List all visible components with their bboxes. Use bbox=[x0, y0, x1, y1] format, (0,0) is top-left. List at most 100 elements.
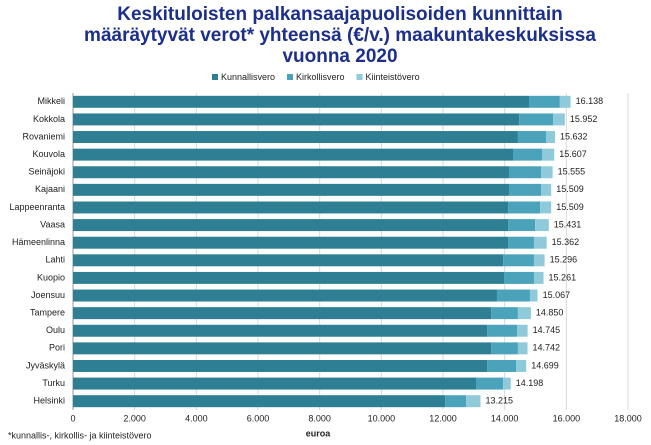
bar-segment bbox=[504, 271, 534, 284]
bar-segment bbox=[496, 289, 530, 302]
legend-label: Kirkollisvero bbox=[296, 72, 345, 82]
bar-segment bbox=[508, 201, 541, 214]
y-tick-label: Vaasa bbox=[40, 219, 65, 229]
bar-segment bbox=[508, 166, 542, 179]
x-tick-label: 2.000 bbox=[123, 413, 146, 423]
y-tick-label: Kuopio bbox=[37, 272, 65, 282]
total-label: 15.362 bbox=[552, 237, 580, 247]
bar-segment bbox=[73, 236, 509, 249]
bar-segment bbox=[73, 377, 476, 390]
bar-segment bbox=[491, 342, 518, 355]
y-tick-label: Kokkola bbox=[33, 114, 65, 124]
total-label: 15.261 bbox=[549, 272, 577, 282]
legend-swatch bbox=[356, 74, 363, 80]
x-tick-label: 14.000 bbox=[491, 413, 519, 423]
bar-segment bbox=[487, 359, 517, 372]
total-label: 15.952 bbox=[570, 114, 598, 124]
total-label: 15.632 bbox=[560, 131, 588, 141]
bar-segment bbox=[491, 307, 518, 320]
bar-segment bbox=[508, 219, 536, 232]
bar-segment bbox=[559, 95, 571, 108]
bar-segment bbox=[519, 113, 554, 126]
total-label: 16.138 bbox=[576, 96, 604, 106]
y-tick-label: Lahti bbox=[45, 255, 65, 265]
bar-segment bbox=[73, 395, 446, 408]
bar-segment bbox=[517, 342, 528, 355]
x-tick-label: 8.000 bbox=[308, 413, 331, 423]
bar-segment bbox=[73, 271, 505, 284]
x-tick-label: 0 bbox=[70, 413, 75, 423]
bar-segment bbox=[508, 183, 542, 196]
y-tick-label: Helsinki bbox=[33, 396, 65, 406]
bar-segment bbox=[535, 219, 549, 232]
bar-segment bbox=[466, 395, 481, 408]
chart-title: määräytyvät verot* yhteensä (€/v.) maaku… bbox=[84, 25, 596, 46]
chart-title: Keskituloisten palkansaajapuolisoiden ku… bbox=[117, 4, 563, 25]
total-label: 15.555 bbox=[558, 167, 586, 177]
y-tick-label: Oulu bbox=[46, 325, 65, 335]
bar-segment bbox=[73, 254, 504, 267]
bar-segment bbox=[73, 219, 509, 232]
total-label: 14.742 bbox=[533, 343, 561, 353]
bar-segment bbox=[503, 254, 534, 267]
bar-segment bbox=[73, 148, 513, 161]
total-label: 14.850 bbox=[536, 308, 564, 318]
y-tick-label: Turku bbox=[42, 378, 65, 388]
y-tick-label: Jyväskylä bbox=[26, 360, 65, 370]
legend-label: Kunnallisvero bbox=[221, 72, 275, 82]
y-tick-label: Seinäjoki bbox=[28, 167, 65, 177]
y-tick-label: Hämeenlinna bbox=[12, 237, 65, 247]
bar-segment bbox=[541, 183, 552, 196]
bar-segment bbox=[73, 307, 492, 320]
bar-segment bbox=[512, 148, 542, 161]
footnote: *kunnallis-, kirkollis- ja kiinteistöver… bbox=[8, 430, 152, 440]
bar-segment bbox=[73, 183, 509, 196]
y-tick-label: Rovaniemi bbox=[22, 131, 65, 141]
y-tick-label: Tampere bbox=[30, 308, 65, 318]
bar-segment bbox=[517, 131, 546, 144]
bar-segment bbox=[73, 131, 518, 144]
x-tick-label: 10.000 bbox=[368, 413, 396, 423]
total-label: 15.067 bbox=[543, 290, 571, 300]
total-label: 13.215 bbox=[485, 396, 513, 406]
total-label: 14.198 bbox=[516, 378, 544, 388]
x-axis-label: euroa bbox=[306, 428, 332, 438]
bar-segment bbox=[529, 289, 538, 302]
y-tick-label: Mikkeli bbox=[37, 96, 65, 106]
bar-segment bbox=[503, 377, 511, 390]
bar-segment bbox=[73, 324, 488, 337]
bar-segment bbox=[508, 236, 534, 249]
legend-label: Kiinteistövero bbox=[366, 72, 420, 82]
total-label: 15.296 bbox=[550, 255, 578, 265]
bar-segment bbox=[73, 166, 509, 179]
bar-segment bbox=[529, 95, 560, 108]
y-tick-label: Lappeenranta bbox=[9, 202, 65, 212]
x-tick-label: 6.000 bbox=[247, 413, 270, 423]
x-tick-label: 12.000 bbox=[429, 413, 457, 423]
total-label: 15.431 bbox=[554, 219, 582, 229]
bar-segment bbox=[73, 95, 530, 108]
total-label: 15.509 bbox=[556, 202, 584, 212]
bar-segment bbox=[73, 342, 492, 355]
total-label: 14.699 bbox=[531, 360, 559, 370]
x-tick-label: 18.000 bbox=[614, 413, 642, 423]
y-tick-label: Joensuu bbox=[31, 290, 65, 300]
bar-segment bbox=[541, 166, 553, 179]
y-tick-label: Kouvola bbox=[32, 149, 65, 159]
y-tick-label: Pori bbox=[49, 343, 65, 353]
bar-segment bbox=[73, 359, 488, 372]
bar-segment bbox=[533, 271, 544, 284]
chart-title: vuonna 2020 bbox=[282, 46, 397, 67]
bar-segment bbox=[73, 289, 497, 302]
bar-segment bbox=[533, 236, 547, 249]
total-label: 15.607 bbox=[559, 149, 587, 159]
legend-swatch bbox=[212, 74, 218, 80]
bar-segment bbox=[540, 201, 552, 214]
total-label: 14.745 bbox=[533, 325, 561, 335]
bar-segment bbox=[475, 377, 504, 390]
bar-segment bbox=[73, 113, 520, 126]
total-label: 15.509 bbox=[556, 184, 584, 194]
bar-segment bbox=[545, 131, 555, 144]
bar-segment bbox=[517, 324, 528, 337]
